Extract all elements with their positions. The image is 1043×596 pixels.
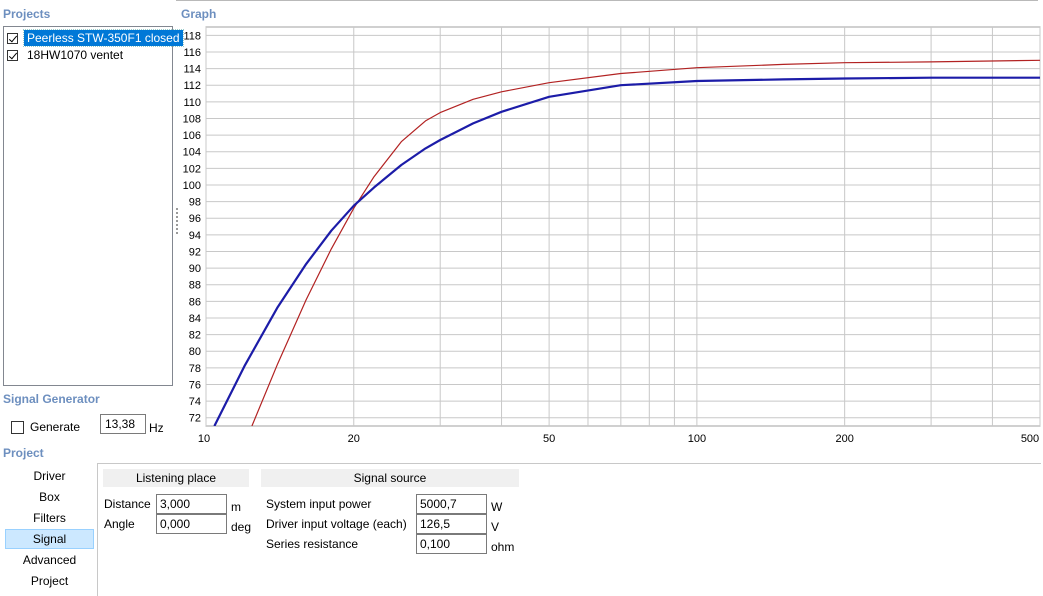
y-tick-label: 104 — [183, 147, 201, 159]
resistance-input[interactable]: 0,100 — [416, 534, 487, 554]
angle-unit: deg — [231, 520, 252, 534]
y-tick-label: 80 — [189, 346, 201, 358]
y-tick-label: 92 — [189, 246, 201, 258]
power-unit: W — [491, 500, 503, 514]
y-tick-label: 98 — [189, 197, 201, 209]
series-line — [213, 76, 1040, 426]
nav-filters[interactable]: Filters — [33, 511, 66, 525]
x-tick-label: 10 — [198, 433, 210, 445]
angle-label: Angle — [104, 517, 135, 531]
project-item-18hw1070[interactable]: 18HW1070 ventet — [7, 47, 126, 63]
y-tick-label: 96 — [189, 213, 201, 225]
projects-title: Projects — [3, 7, 51, 21]
nav-driver[interactable]: Driver — [33, 469, 66, 483]
y-tick-label: 116 — [183, 47, 201, 59]
power-label: System input power — [266, 497, 372, 511]
project-label[interactable]: 18HW1070 ventet — [27, 48, 124, 62]
x-tick-label: 20 — [348, 433, 360, 445]
y-tick-label: 72 — [189, 413, 201, 425]
frequency-response-chart: 72 74 76 78 80 82 84 86 88 90 92 94 96 98 100 102 104 106… — [183, 26, 1041, 445]
y-tick-label: 118 — [183, 30, 201, 42]
project-item-peerless[interactable]: Peerless STW-350F1 closed — [7, 29, 184, 47]
x-tick-label: 100 — [688, 433, 706, 445]
generate-checkbox[interactable] — [11, 420, 24, 434]
y-tick-label: 86 — [189, 296, 201, 308]
y-tick-label: 112 — [183, 80, 201, 92]
graph-title: Graph — [181, 7, 217, 21]
y-tick-label: 74 — [189, 396, 201, 408]
signal-generator-title: Signal Generator — [3, 392, 100, 406]
y-tick-label: 88 — [189, 280, 201, 292]
project-checkbox[interactable] — [7, 32, 18, 44]
nav-project[interactable]: Project — [30, 574, 69, 588]
y-tick-label: 102 — [183, 163, 201, 175]
angle-input[interactable]: 0,000 — [156, 514, 227, 534]
nav-box[interactable]: Box — [39, 490, 60, 504]
x-tick-label: 500 — [1021, 433, 1039, 445]
voltage-unit: V — [491, 520, 500, 534]
nav-advanced[interactable]: Advanced — [22, 553, 77, 567]
splitter-handle[interactable] — [176, 208, 180, 234]
distance-label: Distance — [104, 497, 151, 511]
y-tick-label: 110 — [183, 97, 201, 109]
top-divider — [176, 0, 1038, 1]
y-tick-label: 108 — [183, 113, 201, 125]
nav-signal[interactable]: Signal — [5, 529, 94, 549]
generate-label: Generate — [30, 420, 81, 434]
y-tick-label: 76 — [189, 379, 201, 391]
project-label[interactable]: Peerless STW-350F1 closed — [23, 29, 184, 47]
y-tick-label: 90 — [189, 263, 201, 275]
y-tick-label: 114 — [183, 64, 201, 76]
y-tick-label: 84 — [189, 313, 201, 325]
resistance-label: Series resistance — [266, 537, 359, 551]
x-tick-label: 50 — [543, 433, 555, 445]
voltage-input[interactable]: 126,5 — [416, 514, 487, 534]
listening-place-header: Listening place — [103, 469, 249, 487]
y-tick-label: 94 — [189, 230, 201, 242]
distance-input[interactable]: 3,000 — [156, 494, 227, 514]
signal-settings-panel: Listening place Distance 3,000 m Angle 0… — [97, 463, 1041, 596]
signal-source-header: Signal source — [261, 469, 519, 487]
series-line — [251, 59, 1040, 426]
generate-checkbox-row[interactable]: Generate — [11, 420, 80, 434]
frequency-input[interactable]: 13,38 — [100, 414, 146, 434]
y-tick-label: 106 — [183, 130, 201, 142]
project-checkbox[interactable] — [7, 49, 18, 61]
plot-area — [205, 26, 1041, 427]
frequency-unit: Hz — [149, 421, 164, 435]
distance-unit: m — [231, 500, 241, 514]
y-tick-label: 82 — [189, 330, 201, 342]
y-tick-label: 78 — [189, 363, 201, 375]
project-section-title: Project — [3, 446, 44, 460]
voltage-label: Driver input voltage (each) — [266, 517, 407, 531]
resistance-unit: ohm — [491, 540, 515, 554]
y-tick-label: 100 — [183, 180, 201, 192]
x-tick-label: 200 — [835, 433, 853, 445]
power-input[interactable]: 5000,7 — [416, 494, 487, 514]
projects-list[interactable]: Peerless STW-350F1 closed 18HW1070 vente… — [3, 26, 184, 386]
